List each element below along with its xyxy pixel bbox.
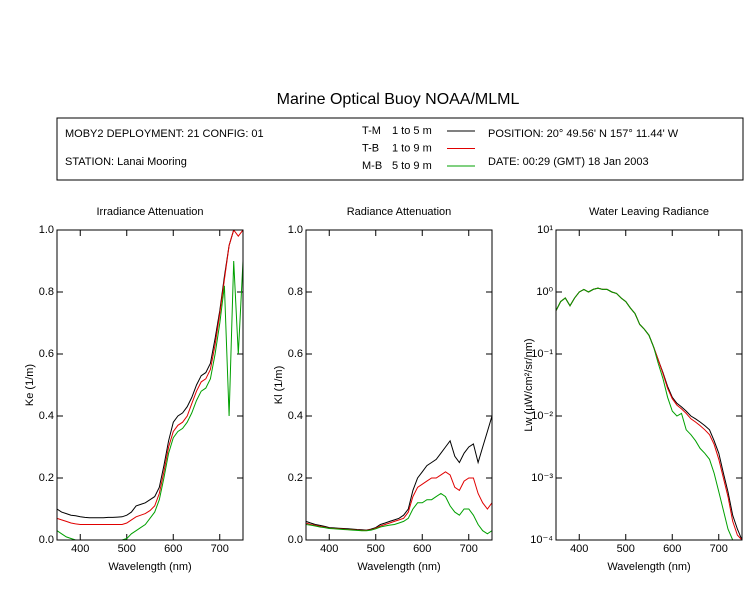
- series-line: [306, 415, 492, 531]
- deployment: MOBY2 DEPLOYMENT: 21 CONFIG: 01: [65, 128, 264, 140]
- position: POSITION: 20° 49.56' N 157° 11.44' W: [488, 128, 679, 140]
- legend-depth: 1 to 9 m: [392, 142, 432, 154]
- x-axis-label: Wavelength (nm): [607, 561, 690, 573]
- plot-frame: [56, 229, 244, 541]
- plot-frame: [555, 229, 743, 541]
- y-axis-label: Kl (1/m): [273, 366, 285, 405]
- y-tick-label: 0.2: [39, 472, 54, 484]
- y-tick-label: 0.8: [288, 286, 303, 298]
- series-line: [306, 471, 492, 531]
- x-tick-label: 400: [320, 543, 338, 555]
- y-tick-label: 0.4: [288, 410, 303, 422]
- y-axis-label: Ke (1/m): [24, 364, 36, 406]
- chart-title: Water Leaving Radiance: [589, 206, 709, 218]
- y-tick-label: 10⁻⁴: [530, 534, 553, 546]
- x-tick-label: 600: [164, 543, 182, 555]
- x-axis-label: Wavelength (nm): [108, 561, 191, 573]
- y-tick-label: 0.4: [39, 410, 54, 422]
- x-tick-label: 700: [211, 543, 229, 555]
- x-tick-label: 500: [118, 543, 136, 555]
- y-tick-label: 1.0: [288, 224, 303, 236]
- legend-name: T-B: [362, 142, 379, 154]
- y-tick-label: 0.0: [288, 534, 303, 546]
- x-tick-label: 400: [71, 543, 89, 555]
- legend-depth: 1 to 5 m: [392, 125, 432, 137]
- x-tick-label: 700: [460, 543, 478, 555]
- y-tick-label: 0.6: [39, 348, 54, 360]
- series-line: [57, 230, 243, 525]
- y-tick-label: 10⁻³: [531, 472, 553, 484]
- x-tick-label: 700: [710, 543, 728, 555]
- date: DATE: 00:29 (GMT) 18 Jan 2003: [488, 156, 649, 168]
- info-box: [56, 117, 744, 181]
- y-axis-label: Lw (µW/cm²/sr/nm): [523, 338, 535, 431]
- x-tick-label: 400: [570, 543, 588, 555]
- series-line: [556, 287, 742, 540]
- series-line: [556, 287, 742, 540]
- series-line: [57, 260, 243, 540]
- chart-title: Radiance Attenuation: [347, 206, 452, 218]
- x-tick-label: 500: [367, 543, 385, 555]
- y-tick-label: 10⁻¹: [531, 348, 553, 360]
- x-axis-label: Wavelength (nm): [357, 561, 440, 573]
- y-tick-label: 10⁰: [536, 286, 553, 298]
- y-tick-label: 1.0: [39, 224, 54, 236]
- x-tick-label: 500: [617, 543, 635, 555]
- y-tick-label: 0.8: [39, 286, 54, 298]
- y-tick-label: 0.2: [288, 472, 303, 484]
- y-tick-label: 10¹: [537, 224, 553, 236]
- legend-name: M-B: [362, 160, 382, 172]
- legend-name: T-M: [362, 125, 381, 137]
- series-line: [57, 230, 243, 519]
- x-tick-label: 600: [413, 543, 431, 555]
- x-tick-label: 600: [663, 543, 681, 555]
- y-tick-label: 10⁻²: [531, 410, 553, 422]
- chart-title: Irradiance Attenuation: [96, 206, 203, 218]
- plot-frame: [305, 229, 493, 541]
- y-tick-label: 0.6: [288, 348, 303, 360]
- page-title: Marine Optical Buoy NOAA/MLML: [277, 91, 520, 108]
- legend-depth: 5 to 9 m: [392, 160, 432, 172]
- y-tick-label: 0.0: [39, 534, 54, 546]
- series-line: [306, 492, 492, 535]
- series-line: [556, 287, 742, 540]
- station: STATION: Lanai Mooring: [65, 156, 187, 168]
